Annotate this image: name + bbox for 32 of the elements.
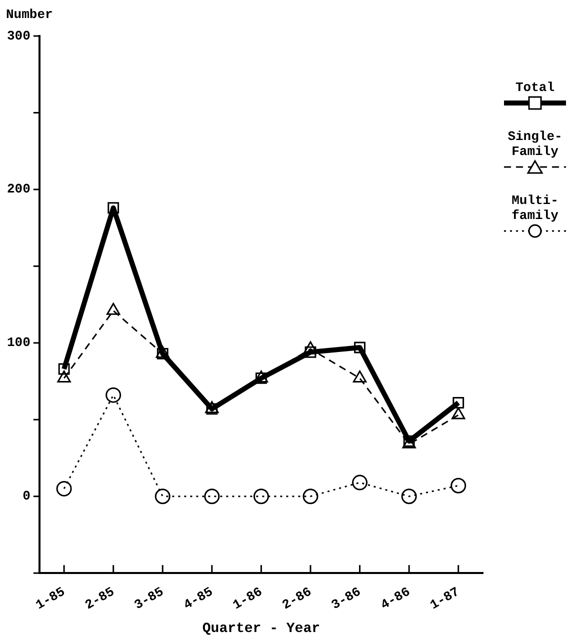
y-tick-label: 0	[22, 488, 31, 504]
x-tick-label: 3-86	[328, 584, 364, 613]
point	[304, 346, 316, 358]
x-tick-label: 1-86	[230, 584, 266, 613]
point	[450, 478, 466, 494]
point	[352, 474, 368, 490]
point	[401, 488, 417, 504]
point	[256, 372, 267, 384]
text: Total	[514, 80, 556, 95]
x-axis-title: Quarter - Year	[202, 621, 320, 638]
x-tick-label: 2-85	[82, 584, 118, 613]
y-tick-label: 100	[7, 335, 31, 350]
y-tick-label: 300	[7, 28, 31, 44]
point	[204, 488, 220, 504]
y-tick-label: 200	[7, 182, 31, 197]
point	[108, 202, 120, 214]
point	[58, 363, 70, 375]
point	[56, 480, 72, 496]
x-tick-label: 1-85	[33, 584, 68, 613]
text: Multi-family	[510, 193, 560, 223]
x-tick-label: 4-86	[378, 584, 413, 613]
x-tick-label: 4-85	[181, 584, 216, 613]
y-axis-title: Number	[6, 6, 53, 22]
point	[154, 488, 170, 504]
x-tick-label: 3-85	[132, 584, 166, 613]
point	[302, 488, 318, 504]
x-tick-label: 2-86	[280, 584, 314, 613]
text: Single-Family	[506, 129, 564, 159]
point	[452, 397, 464, 408]
point	[253, 488, 269, 504]
point	[106, 387, 122, 403]
point	[354, 342, 366, 354]
